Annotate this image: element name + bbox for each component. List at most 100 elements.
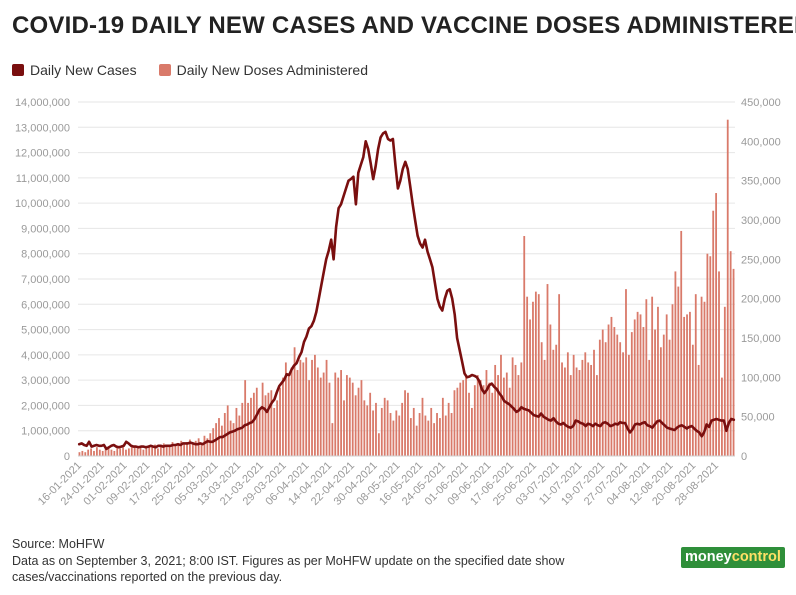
doses-bar [168,444,171,456]
doses-bar [718,271,720,456]
doses-bar [694,294,697,456]
note-line-1: Data as on September 3, 2021; 8:00 IST. … [12,553,565,568]
doses-bar [526,296,529,456]
doses-bar [162,443,165,456]
doses-bar [252,392,255,456]
doses-bar [380,407,383,456]
doses-bar [229,420,232,456]
doses-bar [593,349,595,456]
left-axis-tick-label: 7,000,000 [21,274,70,286]
doses-bar [561,362,563,456]
doses-bar [220,425,223,456]
left-axis-tick-label: 14,000,000 [15,97,70,109]
doses-bar [677,286,680,456]
doses-bar [279,387,281,456]
doses-bar [721,377,723,456]
doses-bar [174,445,177,456]
legend-item-doses[interactable]: Daily New Doses Administered [158,62,368,78]
right-axis-tick-label: 400,000 [741,136,781,148]
doses-bar [107,447,110,456]
doses-bar [235,407,238,456]
footer: Source: MoHFW Data as on September 3, 20… [12,536,612,586]
doses-bar [683,316,686,456]
doses-bar [116,445,119,456]
doses-bar [494,364,497,456]
doses-bar [200,443,203,456]
doses-bar [180,440,183,456]
doses-bar [596,375,598,456]
doses-bar [421,397,424,456]
chart-title: COVID-19 DAILY NEW CASES AND VACCINE DOS… [12,12,796,39]
right-axis-tick-label: 0 [741,451,747,463]
doses-bar [360,380,363,456]
doses-bar [540,342,543,456]
doses-bar [261,382,264,456]
doses-bar [139,447,142,456]
doses-bar [517,375,520,456]
doses-bar [674,271,677,456]
doses-bar [386,400,389,456]
doses-bar [654,329,656,456]
doses-bar [125,449,127,456]
doses-bar [343,400,345,456]
doses-bar [450,413,453,456]
doses-bar [282,377,284,456]
doses-bar [377,433,380,456]
doses-bar [625,289,627,456]
left-axis-tick-label: 0 [64,451,70,463]
doses-bar [395,410,398,456]
doses-bar [238,415,241,456]
left-axis-tick-label: 9,000,000 [21,223,70,235]
doses-bar [645,299,648,456]
doses-bar [81,450,84,456]
left-axis-tick-label: 2,000,000 [21,400,70,412]
doses-bar [151,447,154,456]
doses-bar [209,433,212,456]
left-axis-tick-label: 3,000,000 [21,375,70,387]
note-line-2: cases/vaccinations reported on the previ… [12,570,283,584]
right-axis-tick-label: 300,000 [741,215,781,227]
doses-bar [444,415,447,456]
doses-bar [502,377,505,456]
doses-bar [578,370,581,456]
doses-bar [197,438,200,456]
doses-bar [165,447,168,456]
doses-bar [598,339,601,456]
doses-bar [255,387,258,456]
doses-bar [157,448,159,456]
doses-bar [441,397,444,456]
doses-bar [84,452,87,456]
doses-bar [93,450,95,456]
doses-bar [537,294,540,456]
doses-bar [250,397,252,456]
doses-bar [610,316,613,456]
doses-bar [508,387,511,456]
doses-bar [543,359,546,456]
doses-bar [270,390,273,456]
doses-bar [412,407,415,456]
doses-bar [284,362,287,456]
doses-bar [148,445,151,456]
doses-bar [226,405,229,456]
doses-bar [433,423,436,456]
doses-bar [383,397,386,456]
doses-bar [424,415,427,456]
doses-bar [104,448,107,456]
doses-bar [264,395,267,456]
doses-bar [648,359,651,456]
doses-bar [191,443,194,456]
legend-item-cases[interactable]: Daily New Cases [12,62,137,78]
doses-bar [122,447,124,456]
right-axis-tick-label: 200,000 [741,294,781,306]
doses-bar [532,301,534,456]
doses-bar [366,405,369,456]
doses-bar [447,402,450,456]
doses-bar [726,119,729,456]
doses-bar [351,382,354,456]
doses-bar [485,370,488,456]
doses-bar [328,382,331,456]
doses-bar [145,448,148,456]
doses-bar [453,390,456,456]
doses-bar [337,377,340,456]
doses-bar [110,449,113,456]
